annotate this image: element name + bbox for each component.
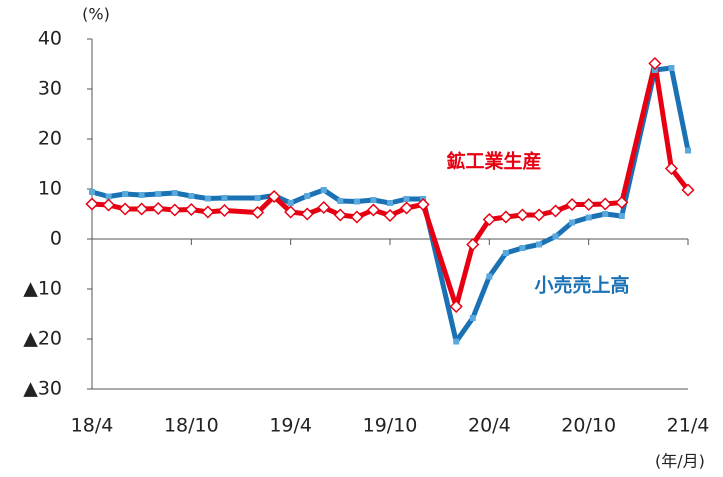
series-line — [91, 61, 690, 309]
point — [89, 189, 95, 195]
point — [184, 202, 198, 217]
point — [565, 197, 579, 212]
point — [168, 203, 182, 217]
x-tick-label: 20/10 — [561, 415, 616, 437]
point — [353, 198, 360, 205]
point — [482, 212, 496, 227]
point — [350, 210, 364, 224]
point — [337, 198, 344, 204]
point — [333, 208, 347, 222]
point — [317, 200, 331, 215]
point — [453, 338, 460, 345]
point — [582, 197, 596, 212]
point — [387, 200, 393, 206]
point — [548, 204, 563, 218]
point — [284, 205, 298, 219]
x-tick-label: 19/4 — [269, 415, 312, 437]
x-tick-label: 18/4 — [71, 415, 114, 437]
point — [135, 202, 149, 216]
point — [499, 210, 513, 224]
point — [105, 193, 112, 200]
point — [519, 245, 526, 251]
point — [204, 195, 211, 202]
point — [155, 191, 162, 197]
x-tick-label: 21/4 — [667, 415, 710, 437]
y-tick-label: 20 — [38, 128, 62, 150]
point — [416, 197, 430, 212]
point — [618, 213, 625, 219]
point — [615, 195, 629, 210]
point — [300, 207, 314, 221]
y-tick-label: ▲30 — [23, 378, 62, 400]
point — [403, 196, 410, 202]
point — [515, 208, 530, 222]
point — [118, 202, 132, 216]
point — [171, 190, 178, 196]
point — [602, 211, 609, 217]
point — [267, 189, 281, 204]
point — [383, 208, 397, 223]
x-tick-label: 20/4 — [468, 415, 511, 437]
point — [221, 195, 228, 201]
point — [681, 183, 695, 197]
point — [469, 315, 476, 321]
y-tick-label: 10 — [38, 178, 62, 200]
point — [648, 56, 662, 71]
y-tick-label: ▲10 — [23, 278, 62, 300]
point — [366, 203, 381, 217]
point — [151, 201, 165, 216]
point — [188, 193, 195, 199]
x-tick-label: 19/10 — [363, 415, 418, 437]
x-tick-label: 18/10 — [164, 415, 219, 437]
y-tick-label: 30 — [38, 78, 62, 100]
y-tick-label: 0 — [50, 228, 62, 250]
point — [250, 205, 265, 220]
series-line — [91, 65, 691, 344]
point — [370, 197, 377, 203]
point — [304, 193, 311, 199]
point — [536, 241, 542, 248]
point — [685, 147, 691, 154]
x-unit: (年/月) — [655, 452, 705, 471]
point — [201, 205, 215, 219]
point — [486, 273, 493, 280]
point — [320, 187, 327, 193]
point — [122, 191, 129, 197]
series-label: 鉱工業生産 — [446, 150, 541, 173]
point — [585, 214, 592, 221]
point — [598, 197, 612, 211]
point — [217, 203, 232, 218]
point — [502, 250, 509, 256]
point — [138, 192, 145, 198]
point — [569, 219, 576, 226]
point — [287, 200, 294, 206]
point — [466, 237, 480, 252]
y-unit: (%) — [82, 5, 110, 24]
y-tick-label: 40 — [38, 28, 62, 50]
point — [101, 198, 116, 212]
point — [449, 299, 463, 314]
point — [552, 233, 559, 240]
point — [532, 208, 546, 222]
y-tick-label: ▲20 — [23, 328, 62, 350]
point — [85, 197, 99, 211]
point — [399, 201, 414, 215]
series-label: 小売売上高 — [534, 274, 629, 297]
point — [668, 65, 675, 71]
point — [664, 161, 679, 176]
point — [254, 195, 261, 201]
